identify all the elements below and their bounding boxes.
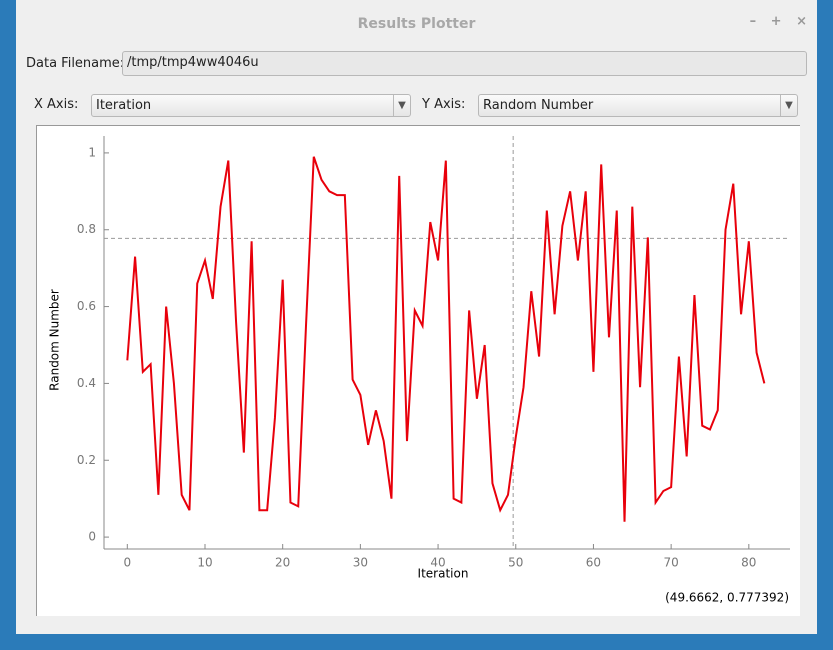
- minimize-button[interactable]: –: [749, 14, 757, 29]
- x-tick-label: 60: [586, 556, 601, 570]
- data-line: [126, 156, 766, 522]
- chart: Iteration Random Number (49.6662, 0.7773…: [36, 125, 800, 616]
- window-buttons: – + ×: [740, 14, 807, 29]
- y-axis-label: Y Axis:: [422, 97, 466, 112]
- x-tick-label: 40: [430, 556, 445, 570]
- x-axis-label: X Axis:: [34, 97, 79, 112]
- dropdown-arrow: ▼: [780, 95, 797, 116]
- x-axis-title: Iteration: [418, 567, 469, 581]
- y-axis-combo[interactable]: Random Number ▼: [478, 94, 798, 117]
- x-tick-label: 10: [197, 556, 212, 570]
- crosshair-readout: (49.6662, 0.777392): [665, 591, 789, 605]
- y-axis-value: Random Number: [483, 98, 594, 113]
- y-tick-label: 0.4: [77, 376, 96, 390]
- dropdown-arrow: ▼: [393, 95, 410, 116]
- x-tick-label: 80: [741, 556, 756, 570]
- y-tick-label: 0.8: [77, 222, 96, 236]
- window-title: Results Plotter: [357, 16, 476, 32]
- maximize-button[interactable]: +: [770, 14, 782, 29]
- y-tick-label: 0.6: [77, 299, 96, 313]
- y-tick-label: 0.2: [77, 453, 96, 467]
- y-tick-label: 1: [88, 145, 96, 159]
- y-tick-label: 0: [88, 530, 96, 544]
- x-tick-label: 70: [663, 556, 678, 570]
- close-button[interactable]: ×: [796, 14, 807, 29]
- x-axis-value: Iteration: [96, 98, 152, 113]
- x-axis-combo[interactable]: Iteration ▼: [91, 94, 411, 117]
- x-tick-label: 50: [508, 556, 523, 570]
- y-axis-title: Random Number: [48, 289, 62, 391]
- x-tick-label: 20: [275, 556, 290, 570]
- x-tick-label: 30: [353, 556, 368, 570]
- x-tick-label: 0: [123, 556, 131, 570]
- filename-input[interactable]: /tmp/tmp4ww4046u: [122, 51, 807, 76]
- filename-label: Data Filename:: [26, 56, 125, 71]
